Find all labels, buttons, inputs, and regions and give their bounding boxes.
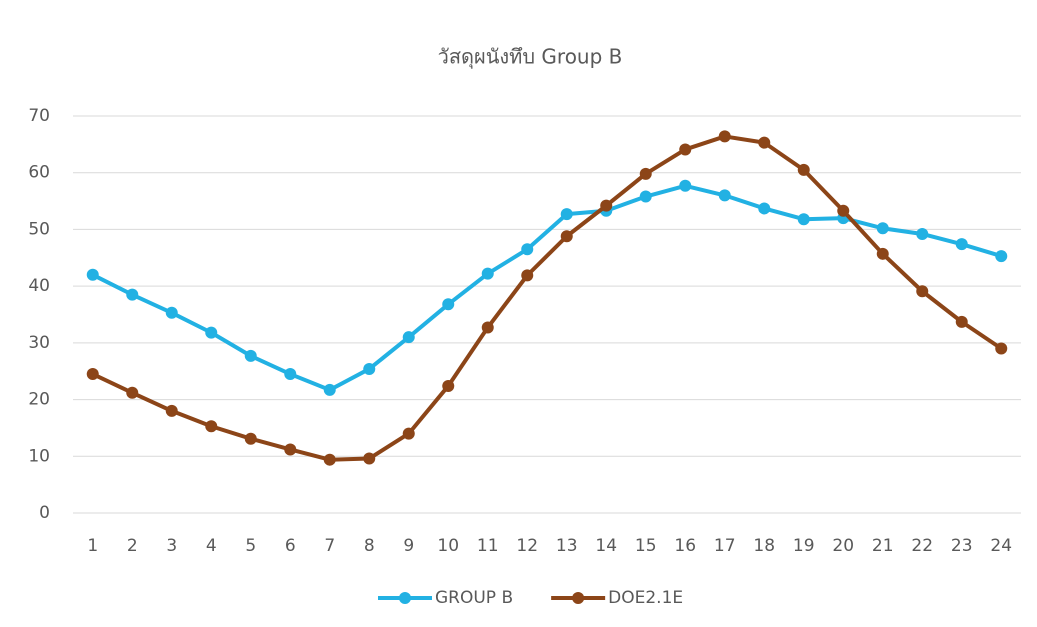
data-point <box>521 243 534 256</box>
y-tick-label: 20 <box>28 390 50 410</box>
data-point <box>481 267 494 280</box>
data-point <box>876 222 889 235</box>
data-point <box>86 268 99 281</box>
x-tick-label: 17 <box>714 536 736 556</box>
data-point <box>955 238 968 251</box>
x-tick-label: 8 <box>364 536 375 556</box>
data-point <box>560 230 573 243</box>
data-point <box>521 269 534 282</box>
data-point <box>560 208 573 221</box>
data-point <box>126 288 139 301</box>
x-tick-label: 21 <box>872 536 894 556</box>
data-point <box>679 179 692 192</box>
data-point <box>244 349 257 362</box>
data-point <box>600 199 613 212</box>
x-tick-label: 20 <box>832 536 854 556</box>
x-tick-label: 23 <box>951 536 973 556</box>
x-tick-label: 24 <box>990 536 1012 556</box>
data-point <box>205 420 218 433</box>
data-point <box>363 362 376 375</box>
data-point <box>995 342 1008 355</box>
data-point <box>679 143 692 156</box>
data-point <box>126 386 139 399</box>
x-tick-label: 12 <box>516 536 538 556</box>
legend-label: GROUP B <box>435 588 513 608</box>
data-point <box>481 321 494 334</box>
data-point <box>205 326 218 339</box>
legend-marker <box>572 592 585 604</box>
data-point <box>244 432 257 445</box>
data-point <box>639 190 652 203</box>
y-tick-label: 30 <box>28 333 50 353</box>
data-point <box>284 443 297 456</box>
data-point <box>323 453 336 466</box>
x-tick-label: 5 <box>245 536 256 556</box>
data-point <box>442 298 455 311</box>
data-point <box>797 213 810 226</box>
series-line <box>91 134 1003 462</box>
y-tick-label: 60 <box>28 163 50 183</box>
data-point <box>363 452 376 465</box>
x-tick-label: 4 <box>206 536 217 556</box>
chart-title: วัสดุผนังทึบ Group B <box>438 45 623 70</box>
data-point <box>955 315 968 328</box>
data-point <box>758 202 771 215</box>
x-tick-label: 22 <box>911 536 933 556</box>
x-tick-label: 2 <box>127 536 138 556</box>
data-point <box>284 368 297 381</box>
data-point <box>323 383 336 396</box>
x-tick-label: 9 <box>403 536 414 556</box>
y-tick-label: 40 <box>28 276 50 296</box>
data-point <box>442 379 455 392</box>
x-tick-label: 11 <box>477 536 499 556</box>
data-point <box>995 250 1008 263</box>
y-tick-label: 50 <box>28 219 50 239</box>
data-point <box>876 247 889 260</box>
x-tick-label: 7 <box>324 536 335 556</box>
x-tick-label: 18 <box>753 536 775 556</box>
y-tick-label: 0 <box>39 503 50 523</box>
x-tick-label: 1 <box>87 536 98 556</box>
x-tick-label: 6 <box>285 536 296 556</box>
x-tick-label: 14 <box>595 536 617 556</box>
data-point <box>916 285 929 298</box>
data-point <box>916 227 929 240</box>
x-tick-label: 16 <box>674 536 696 556</box>
x-tick-label: 13 <box>556 536 578 556</box>
data-point <box>718 189 731 202</box>
data-point <box>402 331 415 344</box>
data-point <box>837 204 850 217</box>
legend-label: DOE2.1E <box>608 588 683 608</box>
data-point <box>165 404 178 417</box>
data-point <box>86 368 99 381</box>
data-point <box>718 130 731 143</box>
data-point <box>402 427 415 440</box>
data-point <box>758 136 771 149</box>
x-tick-label: 3 <box>166 536 177 556</box>
legend-marker <box>399 592 411 604</box>
x-tick-label: 10 <box>437 536 459 556</box>
y-tick-label: 10 <box>28 446 50 466</box>
data-point <box>797 163 810 176</box>
y-tick-label: 70 <box>28 106 50 126</box>
data-point <box>639 167 652 180</box>
x-tick-label: 15 <box>635 536 657 556</box>
x-tick-label: 19 <box>793 536 815 556</box>
data-point <box>165 306 178 319</box>
